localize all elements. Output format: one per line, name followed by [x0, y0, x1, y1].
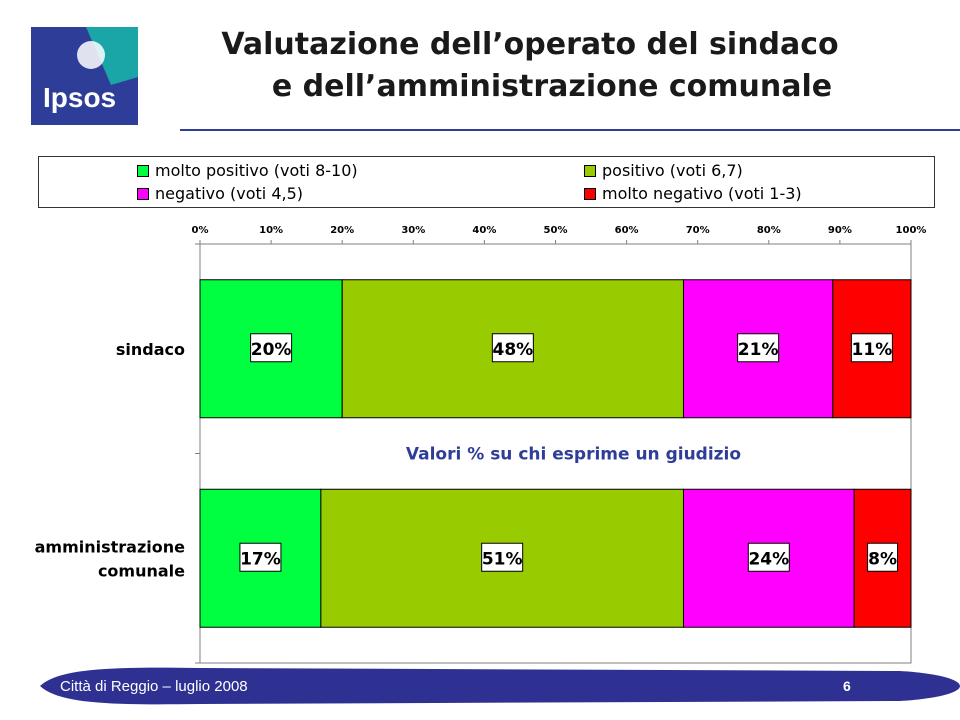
data-label: 20% — [251, 340, 292, 360]
legend-label: negativo (voti 4,5) — [155, 184, 303, 203]
legend-swatch — [137, 188, 149, 200]
legend-label: molto positivo (voti 8-10) — [155, 161, 358, 180]
title-divider — [180, 129, 960, 131]
logo-text: Ipsos — [43, 82, 116, 113]
data-label-box — [850, 333, 893, 363]
x-tick-label: 90% — [828, 225, 852, 236]
ipsos-logo: Ipsos — [31, 27, 138, 125]
page-title: Valutazione dell’operato del sindaco e d… — [180, 24, 880, 108]
data-label-box — [737, 333, 780, 363]
data-label: 21% — [738, 340, 779, 360]
data-label-box — [867, 542, 899, 572]
data-label-box — [481, 542, 524, 572]
data-label: 11% — [852, 340, 893, 360]
logo-head-icon — [77, 41, 105, 69]
chart-annotation: Valori % su chi esprime un giudizio — [406, 445, 741, 465]
category-label: amministrazione — [35, 537, 186, 556]
data-label: 24% — [748, 549, 789, 569]
x-tick-label: 40% — [472, 225, 496, 236]
x-tick-label: 10% — [259, 225, 283, 236]
legend-item-molto-positivo: molto positivo (voti 8-10) — [137, 160, 358, 182]
legend-item-negativo: negativo (voti 4,5) — [137, 183, 303, 205]
x-tick-label: 70% — [686, 225, 710, 236]
legend-swatch — [584, 165, 596, 177]
x-tick-label: 0% — [192, 225, 209, 236]
title-line-1: Valutazione dell’operato del sindaco — [221, 27, 839, 62]
footer-text: Città di Reggio – luglio 2008 — [60, 678, 248, 695]
legend-item-positivo: positivo (voti 6,7) — [584, 160, 743, 182]
x-tick-label: 60% — [615, 225, 639, 236]
footer-bar — [40, 667, 960, 705]
x-tick-label: 100% — [896, 225, 927, 236]
legend-label: molto negativo (voti 1-3) — [602, 184, 802, 203]
data-label-box — [250, 333, 293, 363]
data-label: 17% — [240, 549, 281, 569]
data-label-box — [491, 333, 534, 363]
category-label: sindaco — [116, 340, 185, 359]
category-label: comunale — [98, 561, 185, 580]
legend-swatch — [584, 188, 596, 200]
chart-legend: molto positivo (voti 8-10) positivo (vot… — [38, 156, 935, 208]
x-tick-label: 50% — [544, 225, 568, 236]
legend-label: positivo (voti 6,7) — [602, 161, 743, 180]
data-label: 8% — [868, 549, 897, 569]
legend-swatch — [137, 165, 149, 177]
x-tick-label: 20% — [330, 225, 354, 236]
x-tick-label: 30% — [401, 225, 425, 236]
data-label-box — [747, 542, 790, 572]
page-number: 6 — [843, 678, 851, 694]
data-label-box — [239, 542, 282, 572]
x-tick-label: 80% — [757, 225, 781, 236]
title-line-2: e dell’amministrazione comunale — [271, 69, 833, 104]
legend-item-molto-negativo: molto negativo (voti 1-3) — [584, 183, 802, 205]
data-label: 48% — [492, 340, 533, 360]
data-label: 51% — [482, 549, 523, 569]
